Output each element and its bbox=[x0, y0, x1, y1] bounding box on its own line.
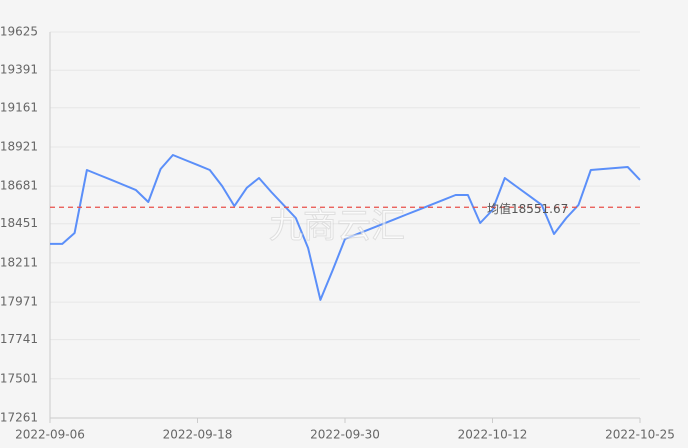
y-tick-label: 19391 bbox=[0, 63, 38, 77]
watermark: 九商云汇 bbox=[269, 207, 405, 247]
y-tick-label: 17741 bbox=[0, 332, 38, 346]
x-tick-label: 2022-09-18 bbox=[163, 428, 233, 442]
mean-label: 均值18551.67 bbox=[487, 201, 568, 216]
y-tick-label: 18921 bbox=[0, 139, 38, 153]
y-tick-label: 19625 bbox=[0, 25, 38, 39]
x-tick-label: 2022-09-30 bbox=[310, 428, 380, 442]
data-line bbox=[50, 154, 641, 301]
y-tick-label: 18681 bbox=[0, 179, 38, 193]
x-tick-label: 2022-09-06 bbox=[15, 428, 85, 442]
y-tick-label: 17501 bbox=[0, 371, 38, 385]
x-tick-label: 2022-10-25 bbox=[605, 428, 675, 442]
y-tick-label: 18211 bbox=[0, 255, 38, 269]
x-tick-label: 2022-10-12 bbox=[458, 428, 528, 442]
y-tick-label: 17971 bbox=[0, 295, 38, 309]
y-tick-label: 17261 bbox=[0, 411, 38, 425]
y-tick-label: 19161 bbox=[0, 100, 38, 114]
y-tick-label: 18451 bbox=[0, 216, 38, 230]
